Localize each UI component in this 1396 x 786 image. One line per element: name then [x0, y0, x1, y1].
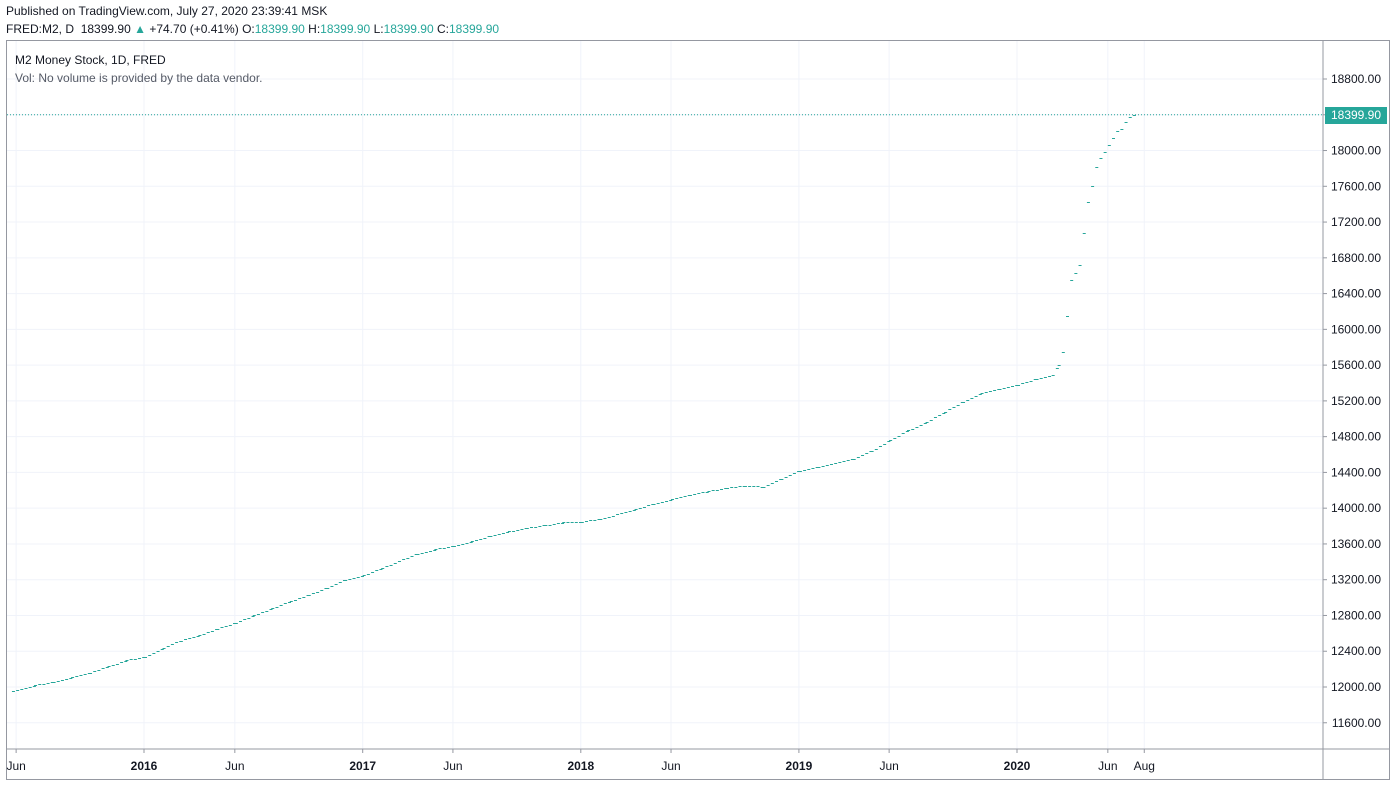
x-tick-label: Jun [879, 759, 898, 773]
y-tick-label: 13600.00 [1331, 537, 1381, 551]
y-tick-label: 16000.00 [1331, 322, 1381, 336]
chart-axes [7, 41, 1389, 779]
close-label: C: [436, 22, 449, 36]
high-label: H: [308, 22, 321, 36]
y-tick-label: 18800.00 [1331, 72, 1381, 86]
low-label: L: [373, 22, 384, 36]
x-tick-label: Jun [443, 759, 462, 773]
x-tick-label: Jun [225, 759, 244, 773]
x-tick-label: Jun [661, 759, 680, 773]
high-value: 18399.90 [320, 22, 371, 36]
x-tick-label: 2017 [349, 759, 376, 773]
low-value: 18399.90 [383, 22, 434, 36]
last-price-tag: 18399.90 [1325, 107, 1387, 124]
y-tick-label: 13200.00 [1331, 573, 1381, 587]
y-tick-label: 15200.00 [1331, 394, 1381, 408]
y-tick-label: 12000.00 [1331, 680, 1381, 694]
grid-lines [7, 41, 1323, 749]
time-axis-labels[interactable]: Jun 2016 Jun 2017 Jun 2018 Jun 2019 Jun 2020 Jun Au… [6, 759, 1155, 773]
y-tick-label: 14400.00 [1331, 465, 1381, 479]
price-axis-labels[interactable]: 11600.00 12000.00 12400.00 12800.00 13200.00… [1331, 72, 1381, 730]
x-tick-label: Jun [6, 759, 25, 773]
y-tick-label: 12800.00 [1331, 608, 1381, 622]
y-tick-label: 17200.00 [1331, 215, 1381, 229]
x-tick-label: 2016 [131, 759, 158, 773]
x-tick-label: Aug [1134, 759, 1155, 773]
up-arrow-icon: ▲ [134, 22, 146, 36]
y-tick-label: 11600.00 [1332, 716, 1381, 730]
close-value: 18399.90 [448, 22, 500, 36]
price-change: +74.70 (+0.41%) [149, 22, 239, 36]
volume-note: Vol: No volume is provided by the data v… [15, 71, 263, 85]
x-tick-label: Jun [1098, 759, 1117, 773]
y-tick-label: 17600.00 [1331, 179, 1381, 193]
y-tick-label: 16400.00 [1331, 287, 1381, 301]
x-tick-label: 2019 [786, 759, 813, 773]
y-tick-label: 15600.00 [1331, 358, 1381, 372]
y-tick-label: 14000.00 [1331, 501, 1381, 515]
series-marks [7, 114, 1323, 692]
chart-frame [6, 40, 1390, 780]
open-label: O: [242, 22, 255, 36]
y-tick-label: 14800.00 [1331, 430, 1381, 444]
series-legend-title[interactable]: M2 Money Stock, 1D, FRED [15, 53, 166, 67]
last-price: 18399.90 [80, 22, 131, 36]
published-line: Published on TradingView.com, July 27, 2… [6, 4, 328, 18]
y-tick-label: 18000.00 [1331, 144, 1381, 158]
symbol-label[interactable]: FRED:M2, D [6, 22, 75, 36]
x-tick-label: 2018 [567, 759, 594, 773]
y-tick-label: 12400.00 [1331, 644, 1381, 658]
symbol-ohlc-line: FRED:M2, D 18399.90 ▲ +74.70 (+0.41%) O:… [6, 22, 499, 36]
x-tick-label: 2020 [1004, 759, 1031, 773]
open-value: 18399.90 [254, 22, 305, 36]
y-tick-label: 16800.00 [1331, 251, 1381, 265]
